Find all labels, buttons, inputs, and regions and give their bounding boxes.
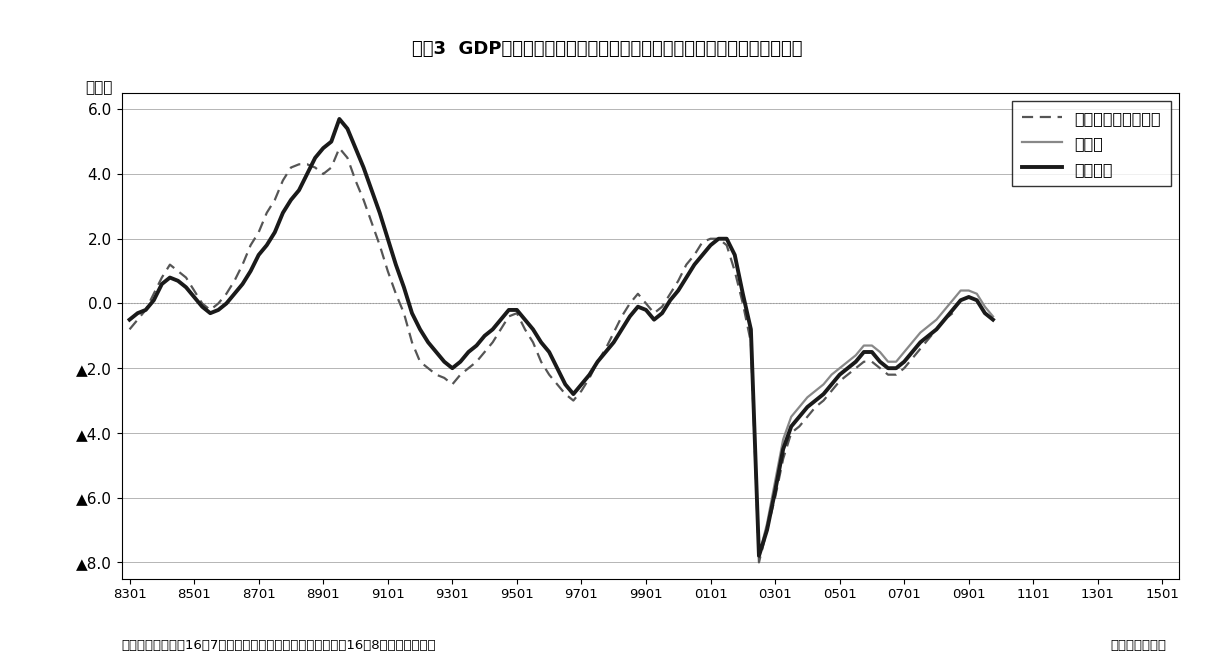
内閣府: [832, 364, 847, 372]
内閣府: [889, 358, 904, 366]
内閣府: [985, 313, 1000, 321]
内閣府: [808, 387, 823, 395]
内閣府: [776, 436, 791, 444]
日本銀行: [985, 316, 1000, 324]
ニッセイ基礎研究所: [356, 196, 371, 204]
日本銀行: [533, 338, 548, 346]
日本銀行: [881, 364, 895, 372]
内閣府: [945, 296, 960, 304]
内閣府: [912, 329, 927, 336]
内閣府: [824, 370, 838, 378]
内閣府: [848, 351, 863, 359]
ニッセイ基礎研究所: [865, 358, 880, 366]
日本銀行: [824, 380, 838, 388]
内閣府: [759, 519, 774, 527]
日本銀行: [752, 552, 767, 560]
内閣府: [801, 393, 815, 401]
ニッセイ基礎研究所: [905, 354, 920, 362]
内閣府: [841, 358, 855, 366]
内閣府: [881, 358, 895, 366]
Line: 内閣府: 内閣府: [759, 291, 993, 556]
内閣府: [857, 342, 871, 350]
内閣府: [921, 322, 936, 330]
内閣府: [752, 552, 767, 560]
内閣府: [897, 348, 911, 356]
ニッセイ基礎研究所: [889, 370, 904, 378]
Line: 日本銀行: 日本銀行: [130, 119, 993, 556]
内閣府: [961, 287, 976, 295]
内閣府: [978, 303, 993, 311]
Line: ニッセイ基礎研究所: ニッセイ基礎研究所: [130, 148, 953, 563]
内閣府: [937, 306, 951, 314]
日本銀行: [897, 358, 911, 366]
ニッセイ基礎研究所: [945, 309, 960, 317]
Legend: ニッセイ基礎研究所, 内閣府, 日本銀行: ニッセイ基礎研究所, 内閣府, 日本銀行: [1012, 101, 1170, 186]
日本銀行: [123, 316, 137, 324]
内閣府: [872, 348, 887, 356]
ニッセイ基礎研究所: [881, 370, 895, 378]
Text: 図表3  GDPギャップの推計値（日本銀行、内閣府、ニッセイ基礎研究所）: 図表3 GDPギャップの推計値（日本銀行、内閣府、ニッセイ基礎研究所）: [412, 40, 803, 58]
Text: （注）日本銀行は16年7月、内閣府、ニッセイ基礎研究所は16年8月時点の推計値: （注）日本銀行は16年7月、内閣府、ニッセイ基礎研究所は16年8月時点の推計値: [122, 638, 436, 652]
内閣府: [816, 380, 831, 388]
ニッセイ基礎研究所: [123, 325, 137, 333]
ニッセイ基礎研究所: [752, 559, 767, 567]
内閣府: [792, 403, 807, 411]
Text: （％）: （％）: [85, 80, 113, 95]
日本銀行: [332, 115, 346, 123]
内閣府: [905, 338, 920, 346]
日本銀行: [260, 241, 275, 249]
ニッセイ基礎研究所: [332, 144, 346, 152]
内閣府: [970, 290, 984, 298]
内閣府: [865, 342, 880, 350]
日本銀行: [211, 306, 226, 314]
Text: （年・四半期）: （年・四半期）: [1111, 638, 1166, 652]
内閣府: [929, 316, 944, 324]
内閣府: [784, 413, 798, 421]
内閣府: [954, 287, 968, 295]
内閣府: [768, 477, 782, 485]
ニッセイ基礎研究所: [606, 329, 621, 336]
